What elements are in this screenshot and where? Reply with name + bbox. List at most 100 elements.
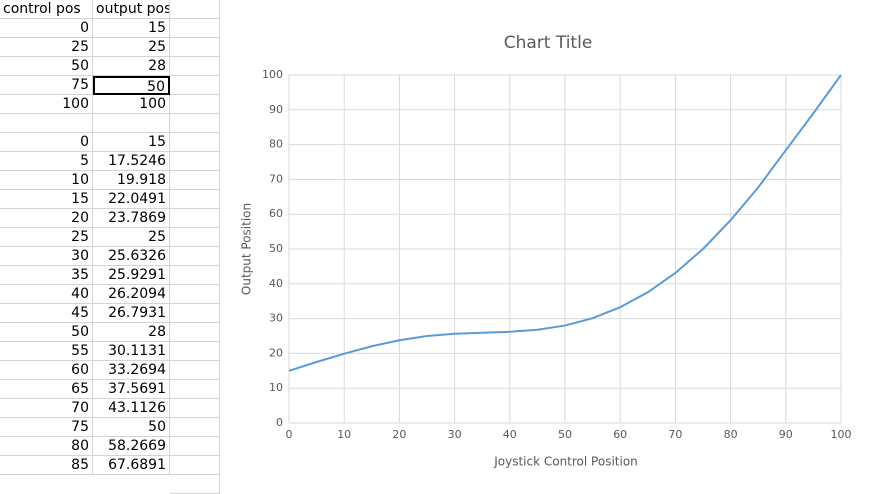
cell[interactable] — [170, 399, 220, 418]
cell[interactable] — [170, 171, 220, 190]
cell[interactable]: 45 — [0, 304, 93, 323]
x-tick-label: 60 — [613, 428, 627, 441]
y-tick-label: 90 — [269, 103, 283, 116]
cell[interactable]: 50 — [93, 76, 170, 95]
cell[interactable]: 35 — [0, 266, 93, 285]
cell[interactable]: 50 — [0, 323, 93, 342]
cell[interactable] — [0, 114, 93, 133]
cell[interactable]: 25 — [0, 228, 93, 247]
sheet: control pos output pos 0 15 25 25 50 28 75 50 100 1… — [0, 0, 220, 494]
cell[interactable]: 26.2094 — [93, 285, 170, 304]
x-tick-label: 80 — [724, 428, 738, 441]
cell[interactable] — [170, 437, 220, 456]
cell[interactable]: 100 — [93, 95, 170, 114]
cell[interactable]: 23.7869 — [93, 209, 170, 228]
cell[interactable]: 50 — [0, 57, 93, 76]
cell[interactable]: 5 — [0, 152, 93, 171]
y-tick-label: 60 — [269, 207, 283, 220]
y-tick-label: 10 — [269, 381, 283, 394]
cell[interactable]: 55 — [0, 342, 93, 361]
cell[interactable]: 43.1126 — [93, 399, 170, 418]
cell[interactable]: 15 — [93, 133, 170, 152]
cell[interactable] — [170, 285, 220, 304]
cell[interactable]: 58.2669 — [93, 437, 170, 456]
cell[interactable]: 37.5691 — [93, 380, 170, 399]
cell[interactable]: 75 — [0, 418, 93, 437]
cell[interactable] — [170, 342, 220, 361]
x-tick-label: 0 — [286, 428, 293, 441]
cell[interactable] — [170, 228, 220, 247]
x-tick-label: 100 — [831, 428, 852, 441]
cell[interactable]: 15 — [0, 190, 93, 209]
cell[interactable]: 28 — [93, 323, 170, 342]
data-line — [288, 74, 842, 372]
cell[interactable] — [170, 304, 220, 323]
cell[interactable]: 30 — [0, 247, 93, 266]
cell[interactable]: 25.6326 — [93, 247, 170, 266]
cell[interactable]: 10 — [0, 171, 93, 190]
cell[interactable] — [170, 76, 220, 95]
y-tick-label: 20 — [269, 346, 283, 359]
cell[interactable]: 17.5246 — [93, 152, 170, 171]
cell[interactable] — [170, 19, 220, 38]
cell[interactable] — [170, 456, 220, 475]
y-tick-label: 80 — [269, 138, 283, 151]
cell[interactable]: 67.6891 — [93, 456, 170, 475]
cell[interactable] — [93, 114, 170, 133]
cell[interactable] — [170, 361, 220, 380]
y-tick-label: 50 — [269, 242, 283, 255]
x-tick-label: 20 — [392, 428, 406, 441]
cell[interactable]: 50 — [93, 418, 170, 437]
cell[interactable]: 25 — [93, 38, 170, 57]
cell[interactable] — [170, 0, 220, 19]
cell[interactable]: 60 — [0, 361, 93, 380]
x-tick-label: 30 — [448, 428, 462, 441]
cell[interactable] — [170, 323, 220, 342]
cell[interactable]: 22.0491 — [93, 190, 170, 209]
cell[interactable] — [170, 209, 220, 228]
cell[interactable]: 25 — [93, 228, 170, 247]
x-tick-label: 90 — [779, 428, 793, 441]
cell[interactable] — [170, 57, 220, 76]
cell[interactable]: 40 — [0, 285, 93, 304]
cell[interactable] — [170, 38, 220, 57]
cell[interactable]: output pos — [93, 0, 170, 19]
y-tick-label: 70 — [269, 172, 283, 185]
cell[interactable] — [170, 152, 220, 171]
cell[interactable]: 0 — [0, 133, 93, 152]
cell[interactable]: 33.2694 — [93, 361, 170, 380]
cell[interactable]: 19.918 — [93, 171, 170, 190]
cell[interactable]: 100 — [0, 95, 93, 114]
cell[interactable]: control pos — [0, 0, 93, 19]
cell[interactable]: 0 — [0, 19, 93, 38]
cell[interactable] — [170, 418, 220, 437]
cell[interactable]: 30.1131 — [93, 342, 170, 361]
cell[interactable]: 65 — [0, 380, 93, 399]
x-tick-label: 70 — [668, 428, 682, 441]
cell[interactable] — [170, 114, 220, 133]
cell[interactable] — [170, 133, 220, 152]
cell[interactable]: 80 — [0, 437, 93, 456]
y-tick-label: 30 — [269, 312, 283, 325]
cell[interactable] — [170, 247, 220, 266]
x-axis-label: Joystick Control Position — [493, 455, 638, 469]
cell[interactable] — [170, 380, 220, 399]
cell[interactable] — [170, 266, 220, 285]
cell[interactable] — [170, 190, 220, 209]
y-tick-label: 40 — [269, 277, 283, 290]
chart-title: Chart Title — [504, 33, 593, 53]
cell[interactable]: 20 — [0, 209, 93, 228]
cell[interactable]: 70 — [0, 399, 93, 418]
cell[interactable]: 26.7931 — [93, 304, 170, 323]
cell[interactable]: 28 — [93, 57, 170, 76]
cell[interactable]: 25.9291 — [93, 266, 170, 285]
cell[interactable]: 75 — [0, 76, 93, 95]
chart[interactable]: Chart Title Joystick Control Position Ou… — [220, 12, 874, 478]
cell[interactable]: 85 — [0, 456, 93, 475]
cell[interactable] — [170, 95, 220, 114]
cell[interactable]: 25 — [0, 38, 93, 57]
x-tick-label: 40 — [503, 428, 517, 441]
chart-area — [220, 12, 874, 478]
cell[interactable]: 15 — [93, 19, 170, 38]
